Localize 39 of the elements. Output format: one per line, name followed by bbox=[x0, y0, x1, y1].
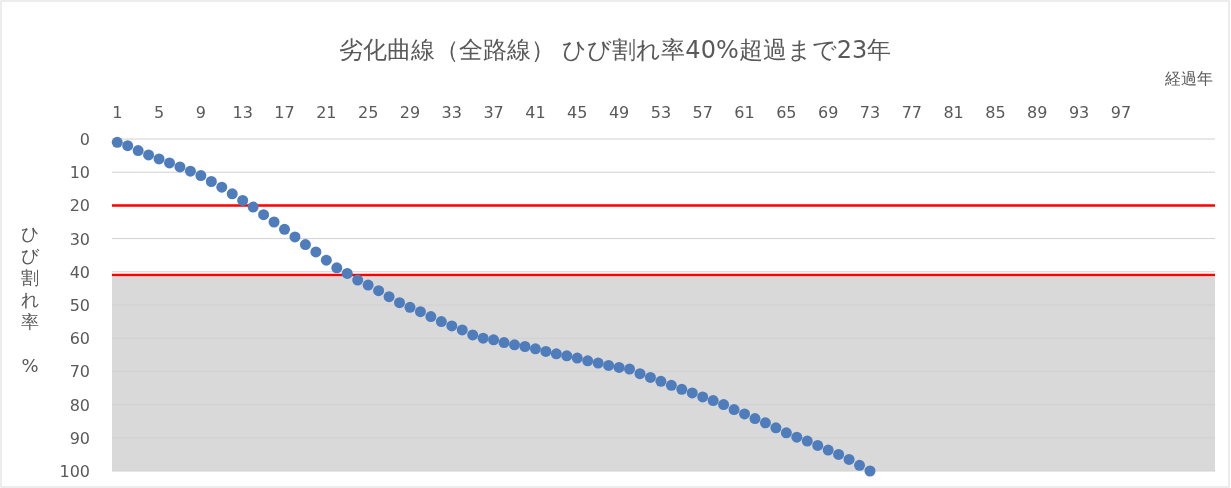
x-tick-label: 81 bbox=[943, 103, 964, 122]
y-tick-label: 80 bbox=[69, 395, 90, 415]
x-tick-label: 13 bbox=[232, 103, 253, 122]
x-tick-label: 29 bbox=[399, 103, 421, 122]
x-tick-label: 21 bbox=[316, 103, 337, 122]
y-tick-label: 60 bbox=[69, 329, 90, 349]
x-tick-label: 85 bbox=[985, 103, 1006, 122]
x-tick-label: 49 bbox=[608, 103, 630, 122]
x-tick-label: 65 bbox=[776, 103, 797, 122]
y-tick-label: 40 bbox=[69, 262, 90, 282]
x-tick-label: 73 bbox=[859, 103, 881, 122]
x-tick-label: 61 bbox=[734, 103, 755, 122]
x-tick-label: 37 bbox=[483, 103, 504, 122]
y-tick-label: 70 bbox=[69, 362, 90, 382]
x-tick-label: 45 bbox=[567, 103, 588, 122]
x-tick-label: 89 bbox=[1027, 103, 1048, 122]
text: ひび割れ率 % bbox=[21, 223, 39, 376]
x-tick-label: 25 bbox=[357, 103, 379, 122]
x-tick-label: 17 bbox=[274, 103, 295, 122]
y-tick-label: 90 bbox=[69, 428, 90, 448]
y-tick-label: 30 bbox=[69, 229, 90, 249]
y-tick-label: 20 bbox=[69, 196, 90, 216]
x-tick-label: 53 bbox=[650, 103, 672, 122]
x-tick-label: 1 bbox=[112, 103, 123, 122]
x-tick-label: 41 bbox=[525, 103, 546, 122]
x-tick-label: 57 bbox=[692, 103, 713, 122]
x-tick-label: 93 bbox=[1068, 103, 1090, 122]
y-tick-label: 50 bbox=[69, 296, 90, 315]
x-axis-title: 経過年 bbox=[1164, 69, 1213, 88]
x-tick-label: 77 bbox=[901, 103, 922, 122]
y-tick-label: 100 bbox=[59, 462, 90, 481]
x-tick-label: 69 bbox=[817, 103, 839, 122]
x-tick-label: 97 bbox=[1110, 103, 1132, 122]
y-tick-label: 10 bbox=[69, 163, 90, 183]
y-tick-label: 0 bbox=[79, 130, 90, 149]
chart-title: 劣化曲線（全路線） ひび割れ率40%超過まで23年 bbox=[338, 36, 892, 64]
x-tick-label: 9 bbox=[195, 103, 206, 122]
x-tick-label: 5 bbox=[153, 103, 165, 122]
x-tick-label: 33 bbox=[441, 103, 462, 122]
